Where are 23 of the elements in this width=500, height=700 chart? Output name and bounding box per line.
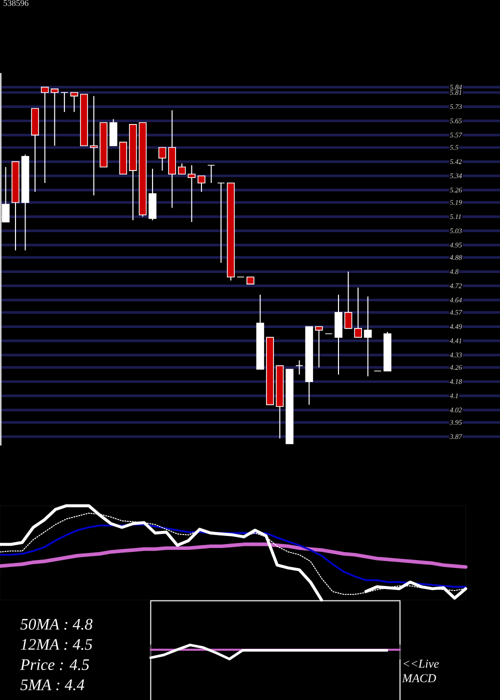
candlestick [109,118,118,146]
candlestick [198,175,206,192]
text: 12MA : 4.5 [20,639,92,650]
candlestick [178,162,186,175]
text: 50MA : 4.8 [20,618,92,630]
text: Price : 4.5 [20,659,90,670]
candlestick [217,182,225,264]
chart-title: 538596 [4,0,28,6]
candlestick [364,296,372,377]
candlestick [50,88,59,146]
candlestick [188,164,196,222]
text: <<Live MACD [402,660,439,682]
candlestick [295,360,304,376]
candlestick [344,271,352,329]
candlestick [70,92,78,113]
candlestick [354,287,362,338]
candlestick [207,164,216,184]
candlestick [60,92,68,113]
candlestick [158,146,166,172]
text: 5MA : 4.4 [20,680,84,690]
candlestick [315,326,323,368]
candlestick [40,86,49,184]
candlestick [90,96,98,196]
